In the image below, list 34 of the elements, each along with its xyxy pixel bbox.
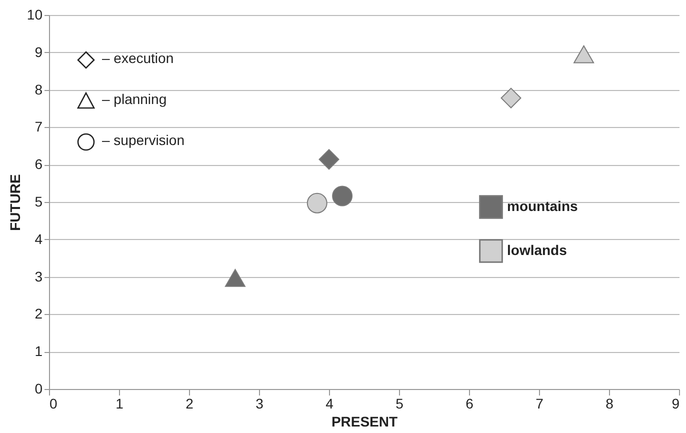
y-tick-label: 6	[34, 156, 43, 172]
point	[332, 186, 353, 206]
x-tick-label: 3	[256, 396, 264, 412]
x-tick-label: 9	[672, 396, 680, 412]
y-tick-label: 0	[34, 380, 43, 396]
y-axis-title: FUTURE	[6, 174, 23, 231]
x-tick-label: 1	[116, 396, 124, 412]
y-tick-label: 5	[34, 194, 43, 210]
x-tick-label: 5	[396, 396, 404, 412]
point	[224, 268, 246, 287]
x-tick-label: 2	[186, 396, 194, 412]
y-tick-label: 1	[34, 343, 43, 360]
point	[574, 45, 594, 64]
x-tick-label: 0	[50, 396, 58, 412]
x-tick-label: 8	[606, 396, 614, 412]
point	[500, 88, 522, 108]
x-tick-label: 4	[326, 396, 334, 412]
y-tick-label: 9	[34, 44, 43, 60]
point	[306, 192, 328, 214]
annotation: – supervision	[102, 132, 184, 148]
x-axis-title: PRESENT	[331, 414, 398, 430]
legend-label: mountains	[507, 198, 578, 214]
legend-label: lowlands	[507, 242, 568, 258]
x-tick-label: 7	[536, 396, 544, 412]
point	[318, 149, 340, 170]
annotation: – planning	[102, 91, 167, 107]
x-tick-label: 6	[466, 396, 474, 412]
y-tick-label: 4	[34, 230, 43, 247]
y-tick-label: 8	[34, 81, 43, 98]
annotation: – execution	[102, 50, 174, 66]
y-tick-label: 7	[34, 118, 43, 135]
y-tick-label: 3	[34, 268, 43, 284]
y-tick-label: 2	[34, 306, 43, 322]
y-tick-label: 10	[26, 6, 43, 22]
